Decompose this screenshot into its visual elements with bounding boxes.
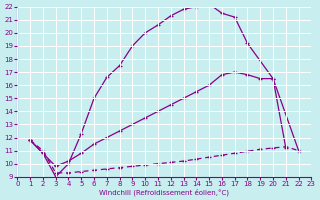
X-axis label: Windchill (Refroidissement éolien,°C): Windchill (Refroidissement éolien,°C) <box>100 188 229 196</box>
